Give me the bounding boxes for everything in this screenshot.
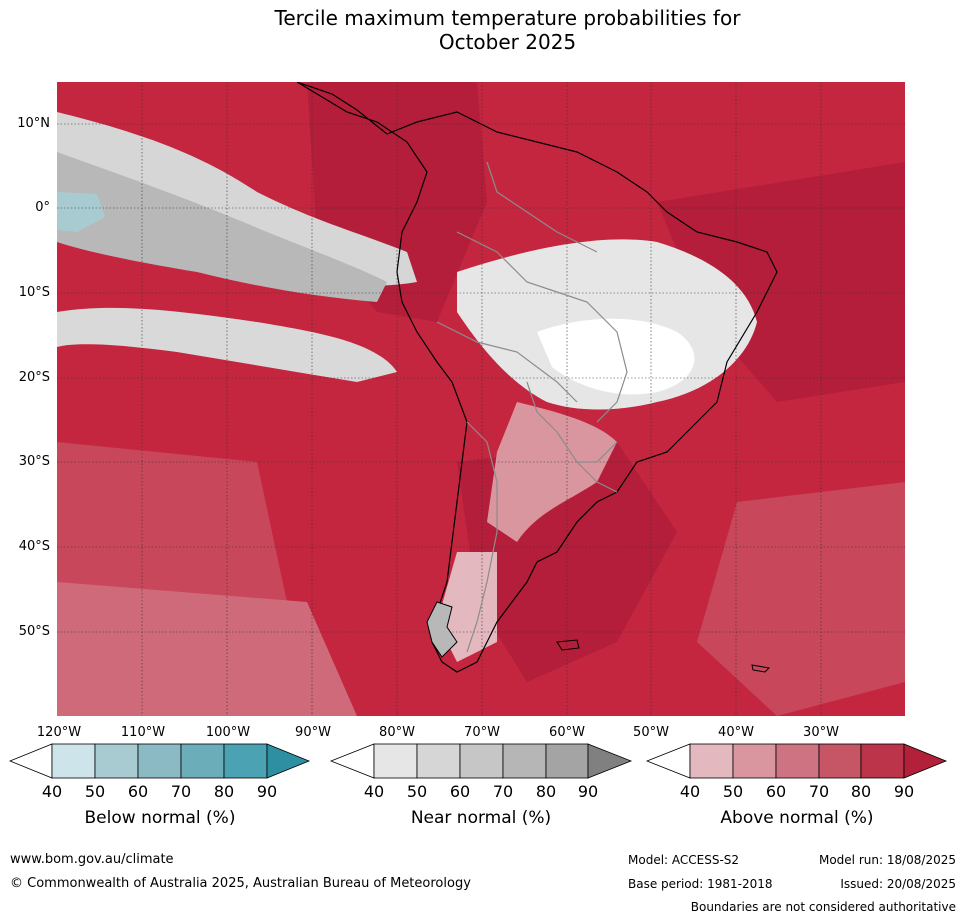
colorbar-near-segment-3	[459, 743, 504, 779]
lon-tick-70w: 70°W	[464, 725, 500, 740]
colorbar-above-segment-4	[818, 743, 862, 779]
colorbar-below-segment-0	[8, 743, 53, 779]
above-tick-80: 80	[850, 782, 872, 801]
above-tick-70: 70	[808, 782, 830, 801]
lat-tick-40s: 40°S	[18, 539, 50, 554]
copyright-text: © Commonwealth of Australia 2025, Austra…	[10, 876, 471, 891]
lon-tick-120w: 120°W	[36, 725, 82, 740]
colorbar-above-segment-6	[903, 743, 948, 779]
lon-tick-60w: 60°W	[549, 725, 585, 740]
colorbar-above-segment-2	[732, 743, 777, 779]
colorbar-above-segment-5	[860, 743, 905, 779]
below-normal-patch	[57, 192, 105, 232]
colorbar-near-segment-4	[502, 743, 547, 779]
continent-low-above-normal-zone	[487, 402, 617, 542]
colorbar-near-segment-2	[416, 743, 461, 779]
map-title: Tercile maximum temperature probabilitie…	[0, 6, 965, 54]
lon-tick-110w: 110°W	[120, 725, 166, 740]
near-normal-label: Near normal (%)	[410, 808, 552, 828]
lon-tick-40w: 40°W	[718, 725, 754, 740]
model-run-date: Model run: 18/08/2025	[818, 853, 956, 867]
colorbar-strip	[8, 743, 948, 779]
lon-tick-100w: 100°W	[205, 725, 251, 740]
near-tick-70: 70	[492, 782, 514, 801]
country-borders	[436, 161, 628, 653]
colorbar-near-segment-0	[329, 743, 375, 779]
below-tick-50: 50	[84, 782, 106, 801]
boundaries-disclaimer: Boundaries are not considered authoritat…	[690, 900, 956, 914]
website-link[interactable]: www.bom.gov.au/climate	[10, 852, 174, 867]
below-tick-70: 70	[170, 782, 192, 801]
colorbar-below-segment-1	[51, 743, 96, 779]
below-tick-90: 90	[256, 782, 278, 801]
colorbar-below-segment-2	[94, 743, 139, 779]
lat-tick-30s: 30°S	[18, 454, 50, 469]
near-normal-band-2	[57, 152, 387, 302]
colorbar-near-segment-6	[587, 743, 633, 779]
colorbar-near	[329, 743, 633, 779]
colorbar-near-segment-5	[545, 743, 589, 779]
lon-tick-90w: 90°W	[295, 725, 331, 740]
below-tick-80: 80	[213, 782, 235, 801]
colorbar-above-segment-3	[775, 743, 820, 779]
above-tick-50: 50	[722, 782, 744, 801]
lat-tick-10s: 10°S	[18, 285, 50, 300]
lat-tick-10n: 10°N	[17, 116, 50, 131]
colorbar-below-segment-3	[137, 743, 182, 779]
model-name: Model: ACCESS-S2	[628, 853, 740, 867]
map-title-line2: October 2025	[438, 30, 577, 54]
colorbar-below	[8, 743, 311, 779]
near-tick-80: 80	[535, 782, 557, 801]
continent-weak-signal-zone	[537, 318, 695, 395]
above-tick-60: 60	[765, 782, 787, 801]
colorbar-above	[645, 743, 948, 779]
moderate-above-normal-zone-3	[57, 582, 357, 716]
colorbar-below-segment-5	[223, 743, 268, 779]
lon-tick-80w: 80°W	[379, 725, 415, 740]
above-tick-40: 40	[679, 782, 701, 801]
south-america-coastline	[296, 82, 778, 673]
colorbar-below-segment-6	[266, 743, 311, 779]
map-title-line1: Tercile maximum temperature probabilitie…	[274, 6, 741, 30]
below-normal-label: Below normal (%)	[84, 808, 236, 828]
lat-tick-0: 0°	[35, 200, 50, 215]
issued-date: Issued: 20/08/2025	[840, 877, 956, 891]
below-tick-60: 60	[127, 782, 149, 801]
moderate-above-normal-zone-2	[697, 482, 905, 716]
falkland-islands	[556, 639, 580, 651]
below-tick-40: 40	[41, 782, 63, 801]
map-canvas	[57, 82, 905, 716]
near-tick-50: 50	[406, 782, 428, 801]
high-above-normal-zone-3	[657, 162, 905, 402]
colorbar-above-segment-0	[645, 743, 691, 779]
lon-tick-30w: 30°W	[803, 725, 839, 740]
above-normal-label: Above normal (%)	[720, 808, 874, 828]
near-tick-60: 60	[449, 782, 471, 801]
near-tick-40: 40	[363, 782, 385, 801]
above-tick-90: 90	[893, 782, 915, 801]
colorbar-above-segment-1	[689, 743, 734, 779]
base-period: Base period: 1981-2018	[628, 877, 773, 891]
lat-tick-20s: 20°S	[18, 370, 50, 385]
probability-map	[57, 82, 905, 716]
colorbar-near-segment-1	[373, 743, 418, 779]
near-tick-90: 90	[577, 782, 599, 801]
patagonia-islands	[426, 601, 458, 658]
colorbar-below-segment-4	[180, 743, 225, 779]
south-georgia-island	[751, 664, 771, 673]
lat-tick-50s: 50°S	[18, 624, 50, 639]
lon-tick-50w: 50°W	[633, 725, 669, 740]
